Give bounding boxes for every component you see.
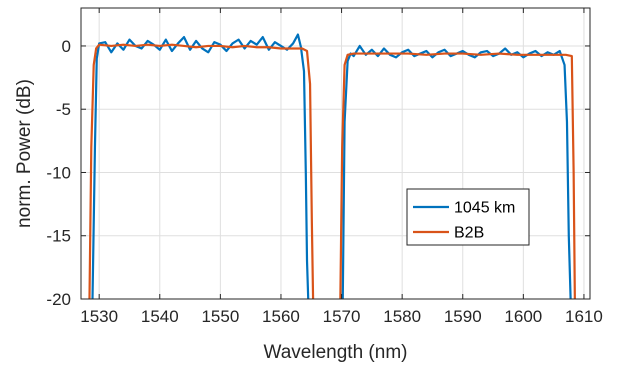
series-line-b2b (88, 43, 576, 299)
x-tick-label: 1580 (383, 307, 421, 326)
legend-label-b2b: B2B (454, 225, 484, 242)
y-tick-label: 0 (62, 37, 71, 56)
plot-frame (80, 7, 591, 300)
y-tick-label: -10 (46, 163, 71, 182)
legend-box (406, 188, 530, 246)
y-axis-title: norm. Power (dB) (14, 79, 35, 228)
series-group (88, 33, 576, 299)
y-tick-label: -20 (46, 290, 71, 309)
x-tick-label: 1590 (444, 307, 482, 326)
x-tick-labels: 1530 1540 1550 1560 1570 1580 1590 1600 1610 (80, 307, 603, 326)
x-tick-label: 1530 (80, 307, 118, 326)
tick-marks (81, 8, 590, 300)
y-tick-labels: 0 -5 -10 -15 -20 (46, 37, 71, 309)
x-axis-title: Wavelength (nm) (264, 342, 408, 363)
x-tick-label: 1610 (565, 307, 603, 326)
legend: 1045 km B2B (406, 188, 530, 246)
x-tick-label: 1540 (141, 307, 179, 326)
plot-area (81, 8, 590, 299)
x-tick-label: 1550 (201, 307, 239, 326)
x-tick-label: 1560 (262, 307, 300, 326)
y-tick-label: -5 (56, 100, 71, 119)
legend-label-1045-km: 1045 km (454, 200, 515, 217)
x-tick-label: 1570 (323, 307, 361, 326)
x-tick-label: 1600 (504, 307, 542, 326)
y-tick-label: -15 (46, 227, 71, 246)
